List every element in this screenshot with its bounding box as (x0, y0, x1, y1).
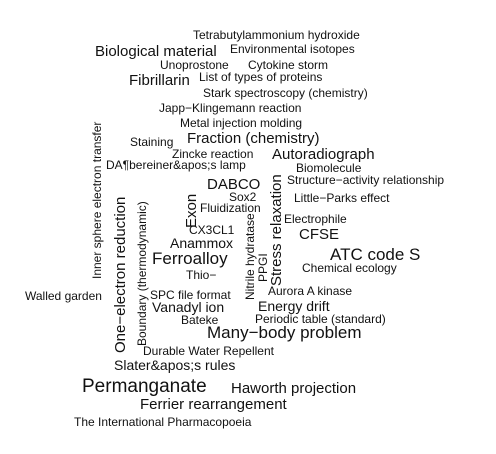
word: Ferroalloy (152, 249, 228, 268)
word-vertical: Inner sphere electron transfer (90, 121, 104, 279)
word: Japp−Klingemann reaction (159, 101, 302, 115)
word: The International Pharmacopoeia (74, 415, 252, 429)
word: Metal injection molding (180, 116, 303, 130)
word: Environmental isotopes (230, 42, 355, 56)
word: Fraction (chemistry) (187, 130, 320, 147)
word: DABCO (207, 176, 261, 193)
word: Biological material (95, 43, 217, 60)
word: Aurora A kinase (268, 284, 353, 298)
word: List of types of proteins (199, 70, 323, 84)
word: Walled garden (25, 289, 102, 303)
word: Structure−activity relationship (287, 173, 445, 187)
word: Tetrabutylammonium hydroxide (193, 28, 360, 42)
word: CX3CL1 (189, 223, 235, 237)
word: Autoradiograph (272, 146, 375, 163)
word: DA¶bereiner&apos;s lamp (106, 158, 246, 172)
word: CFSE (299, 226, 340, 243)
word-vertical: Boundary (thermodynamic) (135, 201, 149, 346)
word: Permanganate (82, 376, 207, 397)
word: Haworth projection (231, 380, 357, 397)
word: Chemical ecology (302, 261, 397, 275)
word: ATC code S (330, 245, 421, 264)
word: Zincke reaction (172, 147, 254, 161)
word: Ferrier rearrangement (140, 396, 287, 413)
word: Slater&apos;s rules (114, 357, 236, 373)
word: Bateke (181, 313, 219, 327)
word: SPC file format (150, 288, 231, 302)
word-vertical: Nitrile hydratase (243, 213, 257, 300)
word: Vanadyl ion (152, 299, 225, 315)
word-vertical: Exon (183, 193, 200, 228)
word: Sox2 (229, 190, 257, 204)
word: Fluidization (200, 201, 261, 215)
word: Staining (130, 135, 174, 149)
word: Energy drift (258, 298, 330, 314)
word-vertical: Stress relaxation (268, 174, 285, 286)
word: Biomolecule (296, 161, 362, 175)
word: Little−Parks effect (294, 191, 390, 205)
word-vertical: One−electron reduction (112, 196, 129, 353)
word: Thio− (186, 268, 217, 282)
word: Periodic table (standard) (255, 312, 386, 326)
word: Fibrillarin (129, 72, 190, 89)
word: Stark spectroscopy (chemistry) (203, 86, 368, 100)
word: Unoprostone (160, 58, 229, 72)
word: Electrophile (284, 212, 347, 226)
word: Anammox (170, 235, 234, 251)
word: Durable Water Repellent (143, 344, 274, 358)
word: Many−body problem (207, 323, 362, 342)
word: Cytokine storm (248, 58, 329, 72)
